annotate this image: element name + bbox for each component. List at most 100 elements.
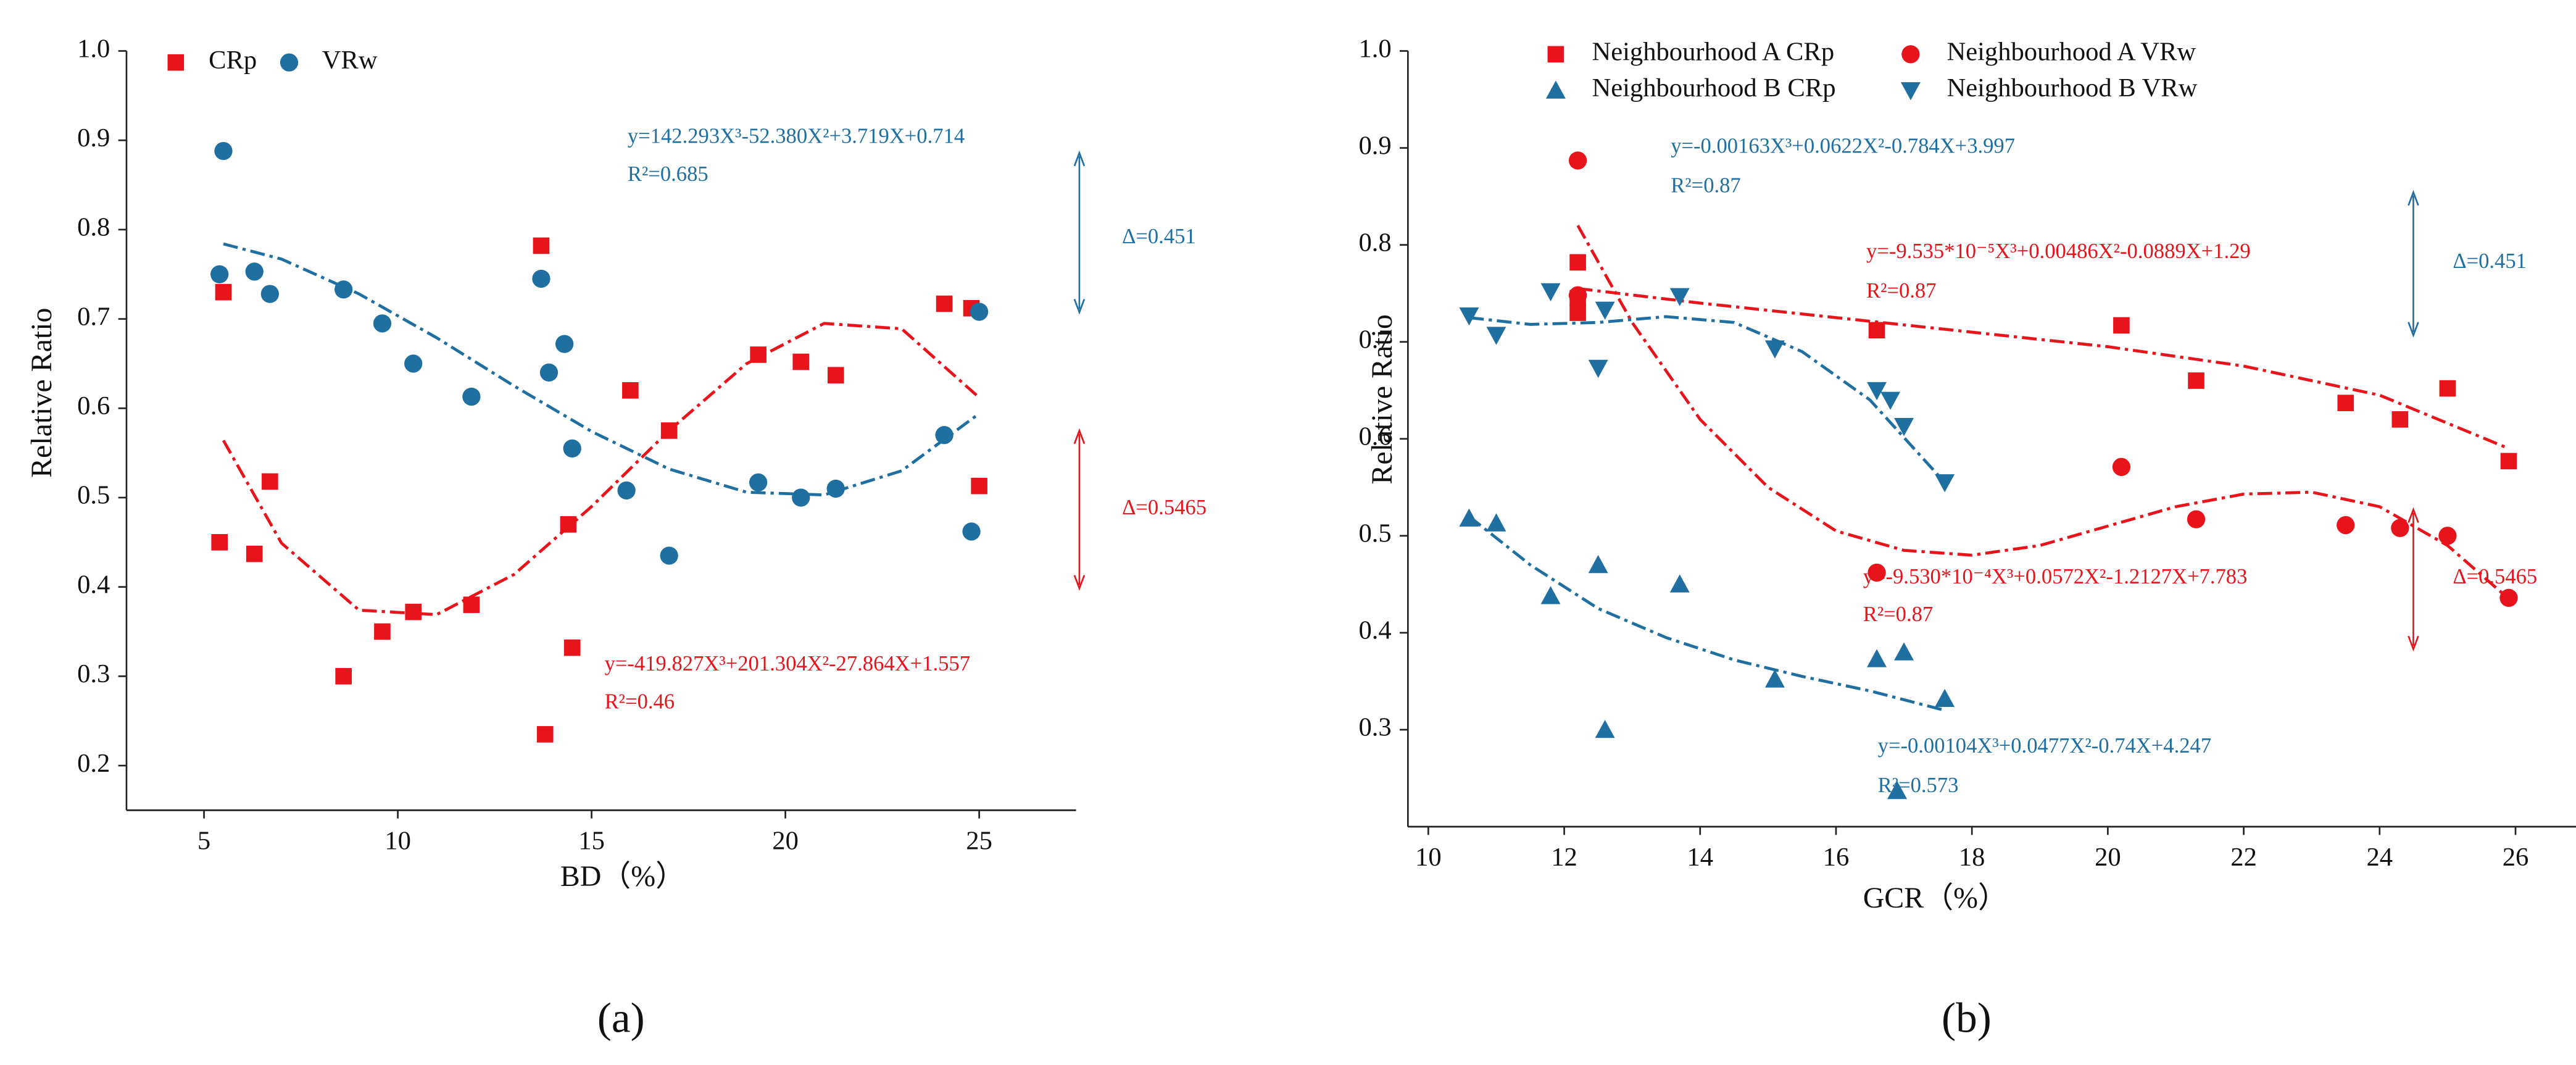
annotation: Δ=0.451 xyxy=(2453,249,2527,273)
y-tick-label: 0.4 xyxy=(1358,616,1391,645)
point xyxy=(563,439,581,458)
x-tick-label: 15 xyxy=(578,826,605,855)
x-tick-label: 20 xyxy=(772,826,799,855)
y-tick-label: 0.9 xyxy=(1358,131,1391,160)
annotation: y=-0.00163X³+0.0622X²-0.784X+3.997 xyxy=(1671,135,2015,158)
legend-label: Neighbourhood B VRw xyxy=(1947,73,2197,102)
point xyxy=(1867,382,1887,401)
point xyxy=(749,473,768,492)
point xyxy=(2391,411,2409,428)
point xyxy=(555,335,574,353)
point xyxy=(2187,510,2206,528)
point xyxy=(536,726,554,743)
y-axis-title: Relative Ratio xyxy=(25,308,58,478)
annotation: R²=0.46 xyxy=(605,690,675,713)
annotation: R²=0.87 xyxy=(1863,603,1934,626)
point xyxy=(1764,340,1785,359)
point xyxy=(1588,359,1608,378)
arrow-head xyxy=(1073,575,1086,591)
point xyxy=(1540,283,1561,302)
point xyxy=(1588,554,1608,574)
x-axis-title: GCR（%） xyxy=(1863,882,2008,914)
x-axis-title: BD（%） xyxy=(560,860,685,893)
legend-label: Neighbourhood A CRp xyxy=(1592,38,1834,67)
legend-marker xyxy=(280,53,299,72)
y-tick-label: 0.3 xyxy=(77,659,110,688)
y-tick-label: 0.7 xyxy=(77,302,110,331)
y-tick-label: 0.6 xyxy=(1358,422,1391,451)
y-tick-label: 1.0 xyxy=(1358,34,1391,63)
fit-curve xyxy=(1469,315,1946,484)
fit-curve xyxy=(1576,225,2510,600)
y-tick-label: 1.0 xyxy=(77,34,110,63)
point xyxy=(2499,588,2518,607)
point xyxy=(1569,304,1586,321)
point xyxy=(533,237,550,254)
point xyxy=(335,668,352,685)
x-tick-label: 5 xyxy=(197,826,210,855)
y-tick-label: 0.9 xyxy=(77,123,110,152)
y-tick-label: 0.6 xyxy=(77,391,110,420)
point xyxy=(827,367,844,384)
point xyxy=(245,262,264,281)
fit-curve xyxy=(223,242,981,497)
annotation: Δ=0.451 xyxy=(1122,225,1196,248)
point xyxy=(1595,301,1615,320)
point xyxy=(1894,418,1914,436)
point xyxy=(2112,457,2131,476)
point xyxy=(1568,151,1587,170)
point xyxy=(826,479,845,498)
y-tick-label: 0.4 xyxy=(77,570,110,599)
point xyxy=(1894,642,1914,661)
x-tick-label: 12 xyxy=(1551,843,1577,872)
point xyxy=(2113,317,2130,334)
point xyxy=(334,280,353,299)
point xyxy=(2500,453,2517,470)
annotation: y=-0.00104X³+0.0477X²-0.74X+4.247 xyxy=(1878,734,2212,758)
point xyxy=(660,546,678,565)
point xyxy=(792,488,810,507)
point xyxy=(374,623,391,640)
x-tick-label: 16 xyxy=(1823,843,1850,872)
point xyxy=(373,314,392,333)
legend-label: Neighbourhood B CRp xyxy=(1592,73,1835,102)
arrow-head xyxy=(2408,322,2419,338)
point xyxy=(2391,519,2409,537)
point xyxy=(1935,688,1955,707)
point xyxy=(936,295,953,312)
point xyxy=(962,522,981,541)
legend-marker xyxy=(1901,45,1920,64)
x-tick-label: 25 xyxy=(966,826,992,855)
point xyxy=(970,303,989,321)
point xyxy=(1568,286,1587,304)
y-axis-title: Relative Ratio xyxy=(1366,314,1398,484)
arrow-head xyxy=(1073,299,1086,315)
annotation: y=-9.535*10⁻⁵X³+0.00486X²-0.0889X+1.29 xyxy=(1866,240,2251,263)
point xyxy=(1569,254,1586,271)
point xyxy=(660,422,678,439)
annotation: R²=0.87 xyxy=(1866,279,1937,303)
annotation: Δ=0.5465 xyxy=(2453,565,2537,588)
point xyxy=(2439,380,2456,397)
point xyxy=(1867,649,1887,667)
point xyxy=(1764,669,1785,688)
legend-label: CRp xyxy=(209,46,257,75)
point xyxy=(532,269,551,288)
arrow-head xyxy=(1073,428,1086,445)
point xyxy=(404,354,423,373)
point xyxy=(750,346,767,363)
legend-marker xyxy=(1900,82,1921,101)
y-tick-label: 0.7 xyxy=(1358,325,1391,354)
point xyxy=(1540,586,1561,604)
legend-label: Neighbourhood A VRw xyxy=(1947,38,2196,67)
arrow-head xyxy=(2408,635,2419,652)
x-tick-label: 14 xyxy=(1687,843,1713,872)
x-tick-label: 24 xyxy=(2367,843,2393,872)
fit-curve xyxy=(1577,286,2509,450)
legend-marker xyxy=(1547,46,1564,63)
x-tick-label: 10 xyxy=(384,826,411,855)
y-tick-label: 0.5 xyxy=(1358,519,1391,548)
point xyxy=(560,516,577,533)
annotation: R²=0.685 xyxy=(628,162,708,186)
